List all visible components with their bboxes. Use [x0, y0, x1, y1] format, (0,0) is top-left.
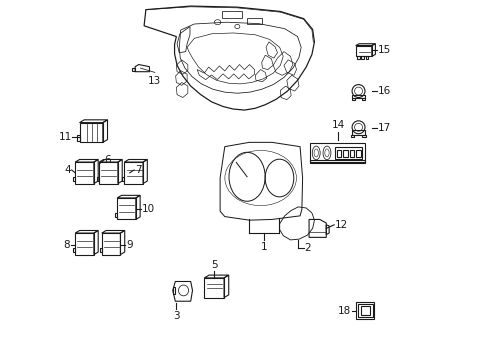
Bar	[336, 150, 341, 157]
Bar	[357, 304, 372, 318]
Bar	[356, 302, 373, 319]
Text: 9: 9	[126, 240, 133, 250]
Text: 14: 14	[331, 120, 345, 130]
Bar	[222, 12, 242, 18]
Text: 1: 1	[261, 242, 267, 252]
Bar	[351, 130, 364, 135]
Text: 15: 15	[377, 45, 390, 55]
Bar	[247, 18, 261, 24]
Bar	[351, 98, 354, 100]
Text: 10: 10	[142, 204, 155, 214]
Text: 17: 17	[377, 123, 390, 133]
Text: 16: 16	[377, 86, 390, 96]
Bar	[362, 135, 365, 137]
Bar	[362, 98, 364, 100]
Text: 11: 11	[58, 132, 72, 142]
Bar	[360, 56, 363, 59]
Text: 5: 5	[210, 260, 217, 270]
Bar	[334, 147, 361, 159]
Bar	[351, 95, 364, 98]
Bar	[360, 306, 369, 315]
Text: 13: 13	[147, 76, 161, 86]
Text: 12: 12	[334, 220, 347, 230]
Bar	[310, 159, 364, 162]
Text: 7: 7	[135, 165, 141, 175]
Text: 8: 8	[63, 240, 70, 250]
Text: 3: 3	[173, 311, 179, 321]
Bar	[357, 56, 359, 59]
Bar	[349, 150, 353, 157]
Text: 6: 6	[104, 155, 111, 165]
Bar	[350, 135, 353, 137]
Bar	[343, 150, 347, 157]
Bar	[365, 56, 367, 59]
Text: 18: 18	[337, 306, 351, 315]
Text: 2: 2	[304, 243, 311, 253]
Bar	[355, 150, 360, 157]
Text: 4: 4	[64, 165, 71, 175]
